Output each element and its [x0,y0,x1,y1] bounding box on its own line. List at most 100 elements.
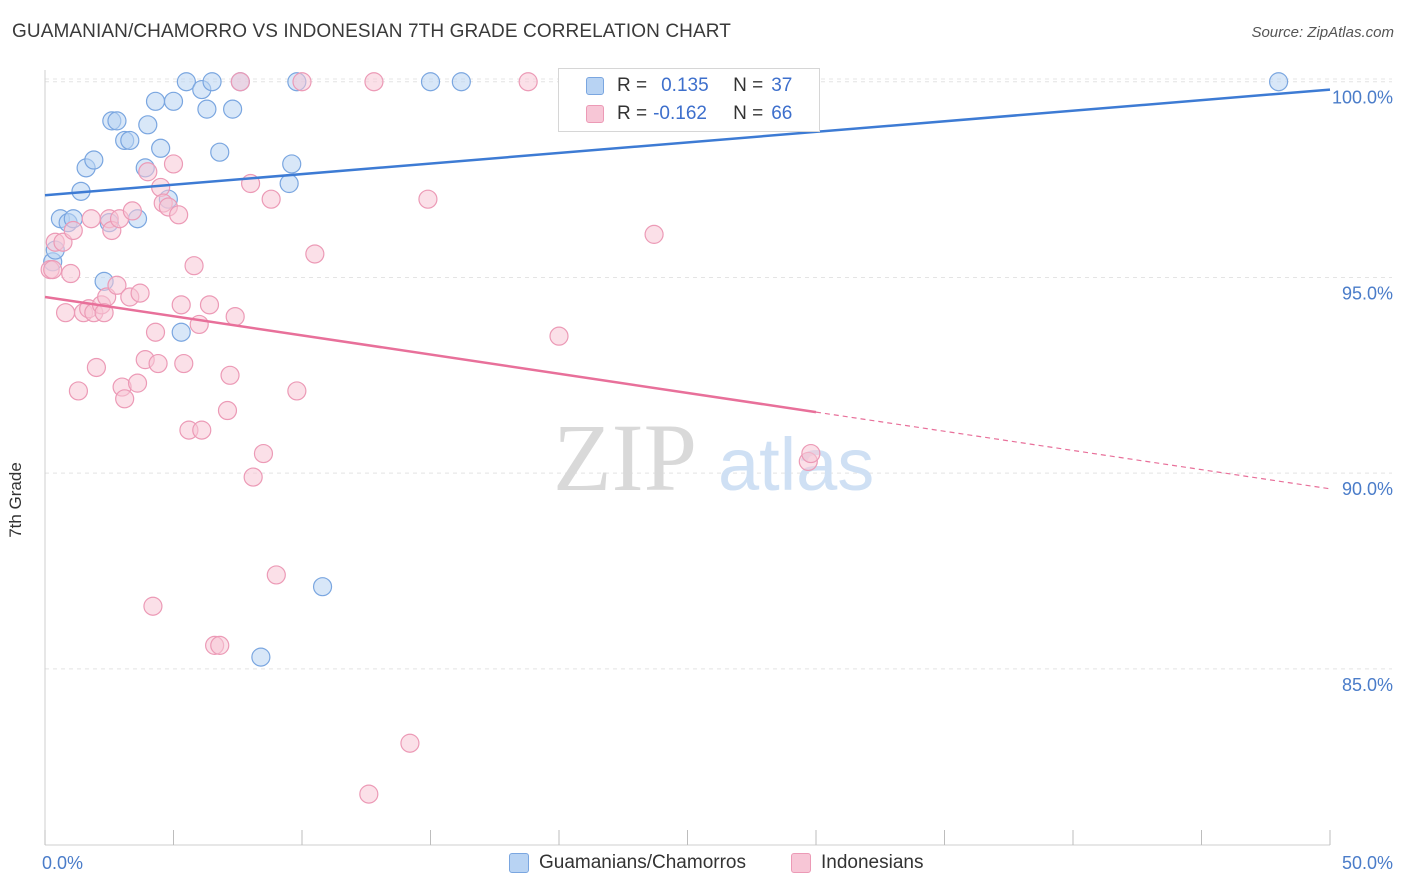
guamanian-point [223,99,243,119]
guamanian-point [84,150,104,170]
indonesian-point [122,201,142,221]
legend-n-label: N = [733,75,764,96]
indonesian-point [192,420,212,440]
guamanian-point [210,142,230,162]
watermark-zip: ZIP [553,404,697,511]
indonesian-point [243,467,263,487]
legend-n-label: N = [733,103,764,124]
indonesian-trend-line-extension [815,411,1331,490]
indonesian-point [253,443,274,464]
grid-lines [45,78,1392,670]
guamanian-point [163,91,184,111]
bottom-legend-label: Guamanians/Chamorros [539,852,746,873]
y-tick-label: 95.0% [1342,283,1393,303]
indonesian-point [63,220,83,241]
guamanian-point [151,138,171,158]
legend-swatch-blue [586,77,604,95]
legend-r-value: -0.162 [653,103,707,124]
indonesian-point [138,162,158,182]
guamanian-point [279,173,299,194]
y-tick-label: 85.0% [1342,675,1393,695]
indonesian-point [107,275,127,295]
watermark-atlas: atlas [718,423,874,506]
trend-lines [44,88,1331,490]
legend-r-label: R = [617,103,648,124]
indonesian-point [266,565,286,585]
indonesian-point [184,256,204,276]
legend-swatch-pink [586,105,604,123]
indonesian-point [217,400,238,421]
indonesian-point [549,326,569,346]
indonesian-point [644,224,664,244]
indonesian-point [86,357,107,378]
tick-labels: 85.0% 90.0% 95.0% 100.0% 0.0% 50.0% [42,88,1393,873]
bottom-legend-guamanian: Guamanians/Chamorros [509,852,746,874]
x-tick-label: 50.0% [1342,853,1393,873]
indonesian-point [225,306,245,327]
axes [44,70,1331,846]
source-label: Source: ZipAtlas.com [1251,24,1394,41]
indonesian-point [143,596,163,616]
indonesian-point [359,784,379,804]
indonesian-point [174,353,194,374]
indonesian-point [801,443,821,464]
guamanian-point [138,115,158,135]
indonesian-point [115,389,135,409]
legend-row-guamanian: R = 0.135 N = 37 [559,72,792,100]
indonesian-point [364,72,384,92]
indonesian-point [169,205,189,225]
indonesian-point [81,209,101,229]
indonesian-point [61,263,81,284]
guamanian-point [176,72,196,92]
indonesian-trend-line [44,295,817,414]
indonesian-point [210,635,230,655]
indonesian-point [55,303,76,323]
y-tick-label: 90.0% [1342,479,1393,499]
guamanian-point [420,72,441,92]
bottom-legend-label: Indonesians [821,852,924,873]
indonesian-point [230,72,250,92]
watermark: ZIP atlas [553,404,874,511]
indonesian-point [130,283,150,303]
legend-r-value: 0.135 [661,75,709,96]
indonesian-point [145,322,166,342]
indonesian-point [287,381,307,401]
bottom-legend-swatch-pink [791,853,811,873]
indonesian-point [220,365,240,385]
guamanian-point [282,154,302,174]
indonesian-point [418,189,438,209]
guamanian-point [197,99,217,119]
guamanian-point [171,322,191,342]
indonesian-point [292,72,312,92]
guamanian-point [451,72,471,92]
guamanian-point [1268,72,1289,92]
guamanian-point [251,647,271,667]
indonesian-point [127,373,148,393]
legend-row-indonesian: R = -0.162 N = 66 [559,100,792,128]
legend-n-value: 66 [771,103,793,124]
guamanian-point [145,91,166,111]
indonesian-point [305,244,325,264]
indonesian-point [148,353,168,374]
indonesian-point [261,189,281,209]
indonesian-point [400,733,420,753]
guamanian-point [120,130,140,151]
indonesian-point [94,303,114,323]
indonesian-point [518,72,538,92]
data-points [40,72,1289,804]
guamanian-point [107,111,127,131]
indonesian-point [163,154,184,174]
indonesian-point [43,260,63,280]
chart-title: GUAMANIAN/CHAMORRO VS INDONESIAN 7TH GRA… [12,21,731,42]
indonesian-point [68,381,89,401]
y-tick-label: 100.0% [1332,88,1393,108]
guamanian-point [202,72,222,92]
indonesian-point [199,295,220,315]
x-tick-label: 0.0% [42,853,83,873]
bottom-legend-indonesian: Indonesians [791,852,923,874]
legend-r-label: R = [617,75,648,96]
guamanian-point [312,577,333,597]
indonesian-point [171,295,191,315]
stats-legend: R = 0.135 N = 37 R = -0.162 N = 66 [558,68,820,132]
